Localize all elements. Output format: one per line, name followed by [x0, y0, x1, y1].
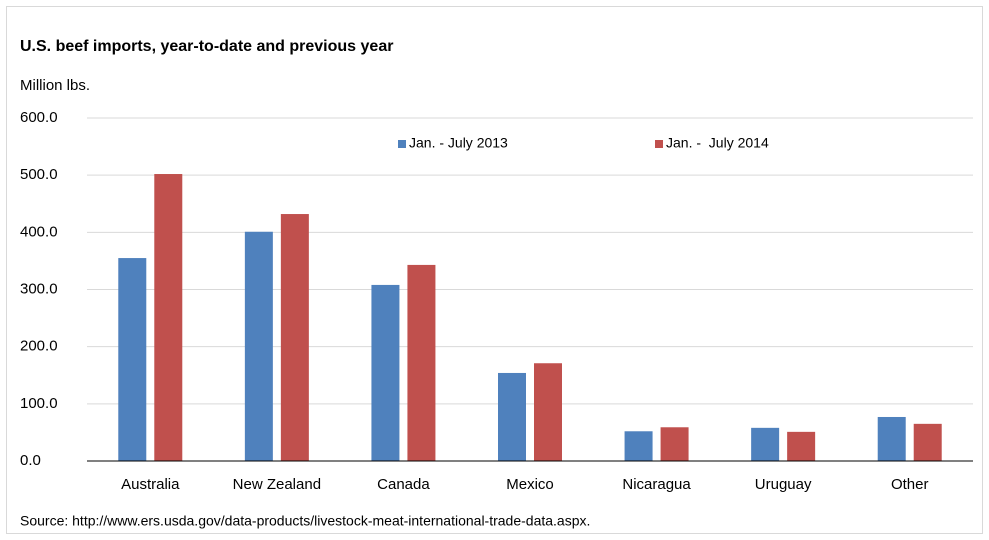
bar	[534, 363, 562, 461]
bar	[244, 231, 273, 461]
x-tick-label: Canada	[377, 476, 430, 493]
bar	[751, 427, 780, 461]
bar	[498, 372, 526, 461]
y-tick-label: 200.0	[20, 338, 58, 355]
bar	[660, 427, 689, 461]
x-tick-label: Australia	[121, 476, 180, 493]
legend-label: Jan. - July 2013	[409, 135, 508, 151]
legend-swatch	[655, 140, 663, 148]
x-tick-label: Other	[891, 476, 929, 493]
bar	[118, 258, 147, 461]
source-note: Source: http://www.ers.usda.gov/data-pro…	[20, 513, 590, 529]
chart-border	[6, 6, 983, 534]
y-tick-label: 0.0	[20, 452, 41, 469]
bar	[407, 264, 436, 461]
legend-swatch	[398, 140, 406, 148]
legend-label: Jan. - July 2014	[666, 135, 769, 151]
bar	[280, 214, 309, 461]
bar	[154, 174, 183, 462]
bar	[877, 416, 906, 461]
y-tick-label: 500.0	[20, 166, 58, 183]
x-tick-label: Mexico	[506, 476, 554, 493]
y-tick-label: 300.0	[20, 280, 58, 297]
y-tick-label: 400.0	[20, 223, 58, 240]
bar	[787, 431, 816, 461]
y-tick-label: 600.0	[20, 109, 58, 126]
y-axis-label: Million lbs.	[20, 77, 90, 94]
x-tick-label: Uruguay	[755, 476, 812, 493]
x-tick-label: New Zealand	[233, 476, 321, 493]
bar	[624, 431, 653, 461]
y-tick-label: 100.0	[20, 395, 58, 412]
chart-title: U.S. beef imports, year-to-date and prev…	[20, 38, 393, 55]
bar	[371, 284, 400, 461]
bar	[913, 423, 942, 461]
x-tick-label: Nicaragua	[622, 476, 691, 493]
